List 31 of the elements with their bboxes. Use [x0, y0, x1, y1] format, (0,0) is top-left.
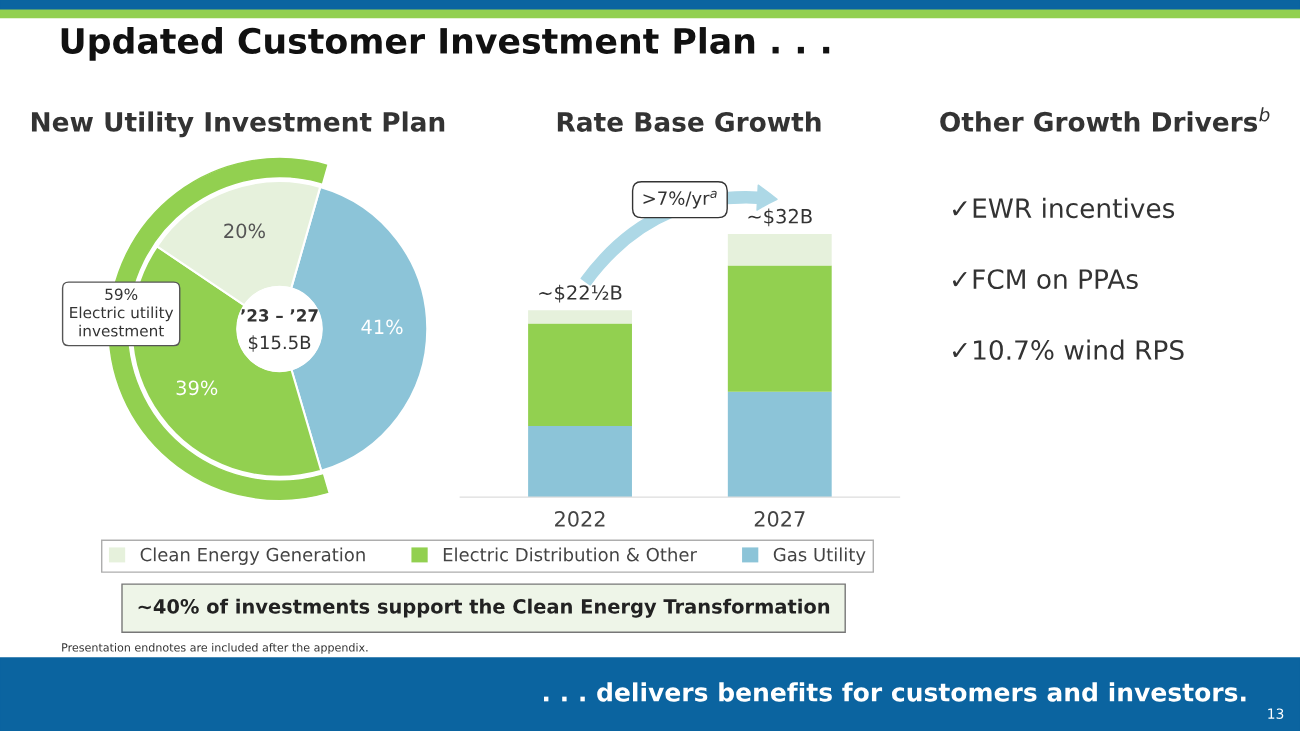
bar [528, 310, 632, 324]
text: . . . delivers benefits for customers and investors. [544, 682, 1246, 702]
text: 59% Electric utility investment [70, 288, 174, 337]
x-tick-label: 2022 [555, 511, 605, 527]
chart-title: New Utility Investment Plan [31, 111, 445, 138]
text: 13 [1268, 708, 1284, 719]
text: ~40% of investments support the Clean Energy Transformation [138, 598, 830, 618]
annotation: ~$32B [748, 208, 812, 227]
text: Other Growth Drivers$^{b}$ [940, 107, 1270, 132]
text: ’23 – ’27 [241, 309, 318, 322]
data-label: 20% [224, 223, 265, 239]
text: Presentation endnotes are included after the appendix. [62, 643, 368, 654]
text: >7%/yr$^{a}$ [643, 190, 717, 209]
text: ✓10.7% wind RPS [952, 339, 1184, 360]
chart-title: Rate Base Growth [557, 111, 821, 132]
bar [528, 426, 632, 498]
legend-label: Electric Distribution & Other [443, 547, 697, 562]
bar [727, 391, 832, 498]
data-label: 39% [176, 380, 218, 396]
x-tick-label: 2027 [754, 511, 805, 527]
bar [727, 265, 832, 392]
text: ✓EWR incentives [952, 197, 1175, 219]
data-label: 41% [361, 319, 403, 335]
text: $15.5B [248, 335, 311, 352]
legend-label: Clean Energy Generation [140, 547, 365, 565]
legend-label: Gas Utility [773, 547, 866, 565]
bar [528, 323, 632, 427]
bar [727, 233, 832, 266]
annotation: ~$22½B [539, 284, 622, 303]
text: ✓FCM on PPAs [952, 269, 1138, 290]
text: Updated Customer Investment Plan . . . [61, 27, 830, 61]
